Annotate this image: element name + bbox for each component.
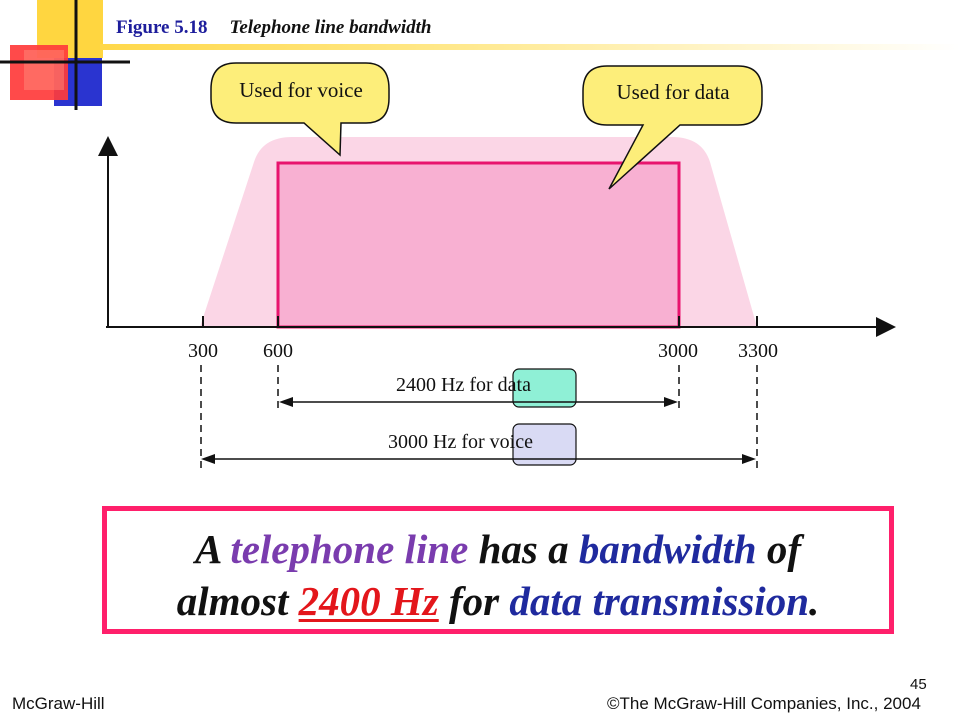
summary-word: for xyxy=(449,578,500,624)
summary-word: has a xyxy=(478,526,569,572)
summary-box: A telephone line has a bandwidth of almo… xyxy=(102,506,894,634)
caption-underline xyxy=(100,44,960,50)
summary-word: almost xyxy=(176,578,289,624)
slide-corner-decoration xyxy=(0,0,130,110)
voice-callout-text: Used for voice xyxy=(239,78,363,102)
tick-label-300: 300 xyxy=(188,340,218,362)
voice-range-label: 3000 Hz for voice xyxy=(388,431,533,453)
summary-telephone-line: telephone line xyxy=(230,526,469,572)
data-arrow-right xyxy=(664,397,678,407)
page-number: 45 xyxy=(910,676,927,693)
summary-word: of xyxy=(766,526,801,572)
figure-title: Telephone line bandwidth xyxy=(229,17,432,38)
summary-bandwidth: bandwidth xyxy=(578,526,757,572)
voice-arrow-right xyxy=(742,454,756,464)
voice-callout-bubble xyxy=(210,62,390,157)
figure-caption: Figure 5.18 Telephone line bandwidth xyxy=(116,17,431,39)
summary-2400hz: 2400 Hz xyxy=(298,578,439,624)
summary-statement: A telephone line has a bandwidth of almo… xyxy=(107,523,889,627)
tick-label-3000: 3000 xyxy=(658,340,698,362)
tick-label-600: 600 xyxy=(263,340,293,362)
summary-period: . xyxy=(809,578,820,624)
tick-label-3300: 3300 xyxy=(738,340,778,362)
data-range-label: 2400 Hz for data xyxy=(396,374,531,396)
summary-data-transmission: data transmission xyxy=(509,578,809,624)
data-band-area xyxy=(276,161,681,329)
voice-highlight xyxy=(512,423,577,466)
figure-number: Figure 5.18 xyxy=(116,17,208,38)
summary-word: A xyxy=(194,526,221,572)
data-arrow-left xyxy=(279,397,293,407)
footer-copyright: ©The McGraw-Hill Companies, Inc., 2004 xyxy=(607,694,921,713)
voice-arrow-left xyxy=(201,454,215,464)
data-highlight xyxy=(512,368,577,408)
footer-publisher: McGraw-Hill xyxy=(12,694,105,713)
data-callout-bubble xyxy=(582,65,763,190)
data-callout-text: Used for data xyxy=(616,80,730,104)
